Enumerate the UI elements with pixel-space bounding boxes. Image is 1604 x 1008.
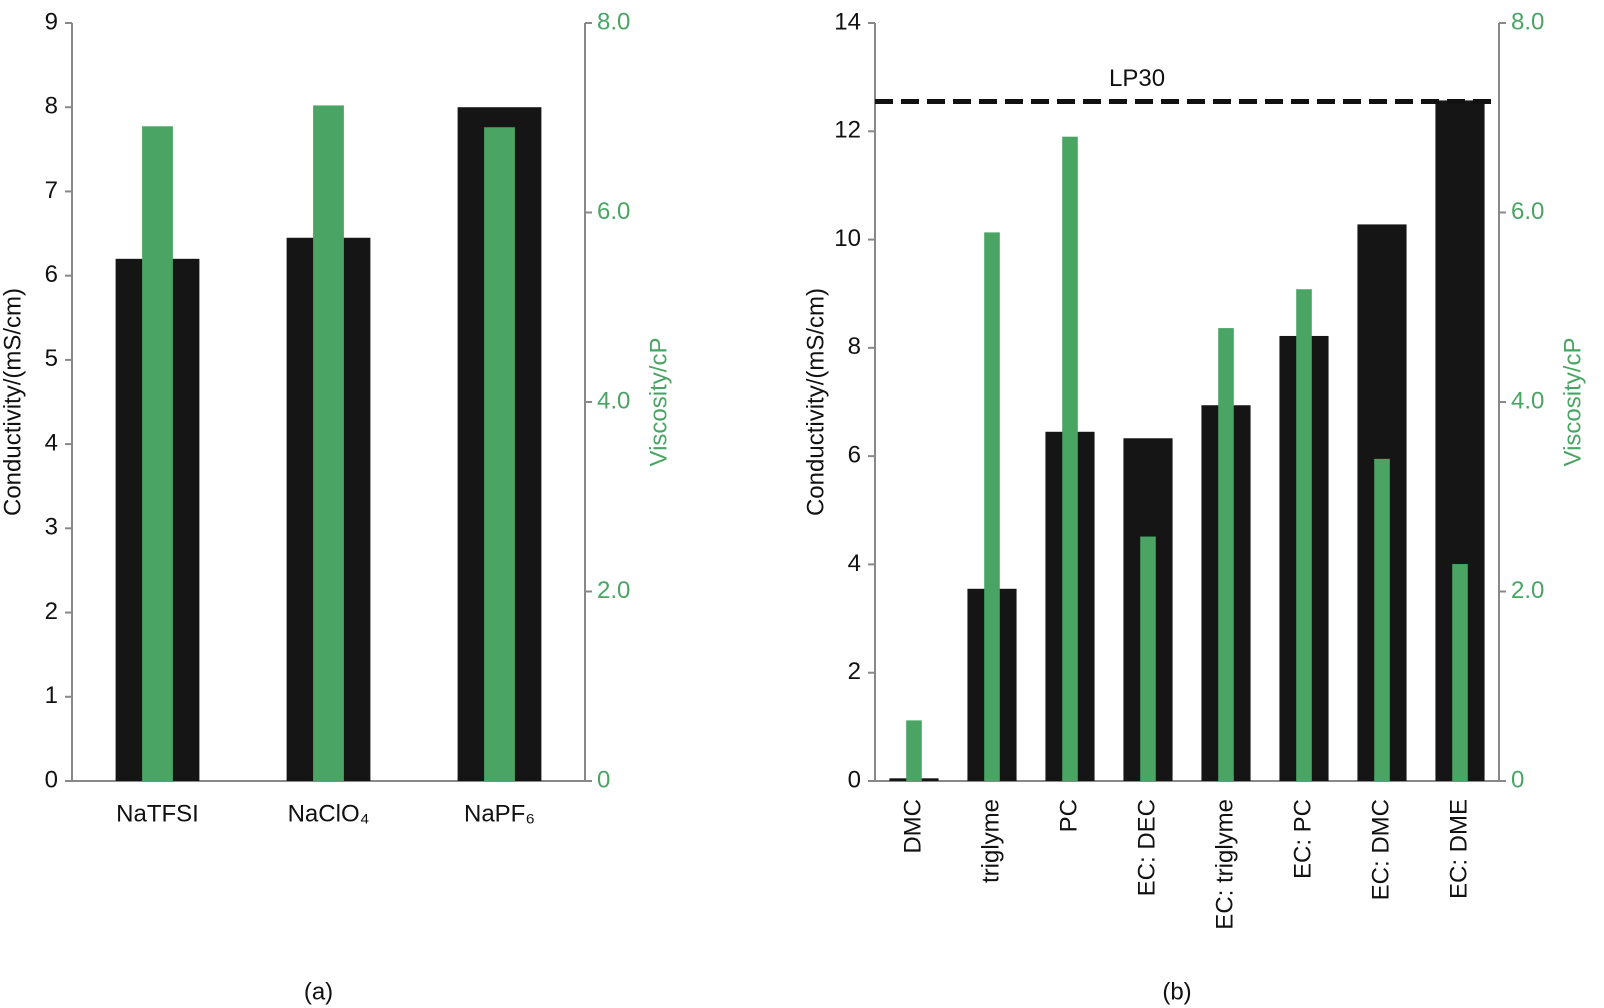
- y-tick-label: 6: [848, 441, 861, 468]
- y2-tick-label: 2.0: [1511, 577, 1544, 604]
- y-tick-label: 5: [45, 345, 58, 372]
- x-tick-label: EC: DME: [1445, 799, 1472, 899]
- bar: [313, 105, 344, 782]
- y-tick-label: 2: [45, 598, 58, 625]
- y-tick-label: 4: [45, 429, 58, 456]
- x-tick-label: PC: [1055, 799, 1082, 832]
- bar: [1062, 136, 1078, 781]
- bar: [906, 720, 922, 781]
- x-tick-label: NaTFSI: [116, 800, 199, 827]
- y2-tick-label: 6.0: [597, 198, 630, 225]
- y-tick-label: 9: [45, 8, 58, 35]
- x-tick-label: DMC: [899, 799, 926, 854]
- y-tick-label: 8: [848, 333, 861, 360]
- y-axis-label: Conductivity/(mS/cm): [802, 288, 829, 516]
- y-tick-label: 12: [834, 117, 861, 144]
- y2-tick-label: 0: [1511, 766, 1524, 793]
- bar: [1374, 458, 1390, 781]
- y-tick-label: 10: [834, 225, 861, 252]
- x-tick-label: EC: PC: [1289, 799, 1316, 879]
- y2-tick-label: 4.0: [1511, 387, 1544, 414]
- y-tick-label: 6: [45, 261, 58, 288]
- x-tick-label: NaPF₆: [464, 800, 535, 827]
- y-tick-label: 0: [45, 766, 58, 793]
- panel-caption: (a): [304, 978, 333, 1005]
- reference-label: LP30: [1109, 65, 1165, 92]
- y2-tick-label: 4.0: [597, 387, 630, 414]
- y-axis-label: Conductivity/(mS/cm): [0, 288, 26, 516]
- bar: [984, 232, 1000, 781]
- y-tick-label: 0: [848, 766, 861, 793]
- y2-tick-label: 2.0: [597, 577, 630, 604]
- y2-axis-label: Viscosity/cP: [1559, 338, 1586, 467]
- y-tick-label: 3: [45, 514, 58, 541]
- y-tick-label: 1: [45, 682, 58, 709]
- x-tick-label: EC: triglyme: [1211, 799, 1238, 930]
- x-tick-label: EC: DMC: [1367, 799, 1394, 900]
- bar: [142, 126, 173, 782]
- y-tick-label: 2: [848, 658, 861, 685]
- y-tick-label: 7: [45, 177, 58, 204]
- y-tick-label: 14: [834, 8, 861, 35]
- y2-axis-label: Viscosity/cP: [645, 338, 672, 467]
- bar: [1140, 536, 1156, 781]
- y2-tick-label: 6.0: [1511, 198, 1544, 225]
- bar: [484, 127, 515, 782]
- panel-caption: (b): [1162, 978, 1191, 1005]
- x-tick-label: NaClO₄: [288, 800, 370, 827]
- x-tick-label: EC: DEC: [1133, 799, 1160, 896]
- bar: [1452, 564, 1468, 781]
- y-tick-label: 4: [848, 550, 861, 577]
- y2-tick-label: 8.0: [1511, 8, 1544, 35]
- y2-tick-label: 8.0: [597, 8, 630, 35]
- y-tick-label: 8: [45, 93, 58, 120]
- bar: [1218, 328, 1234, 781]
- y2-tick-label: 0: [597, 766, 610, 793]
- x-tick-label: triglyme: [977, 799, 1004, 883]
- bar: [1296, 289, 1312, 781]
